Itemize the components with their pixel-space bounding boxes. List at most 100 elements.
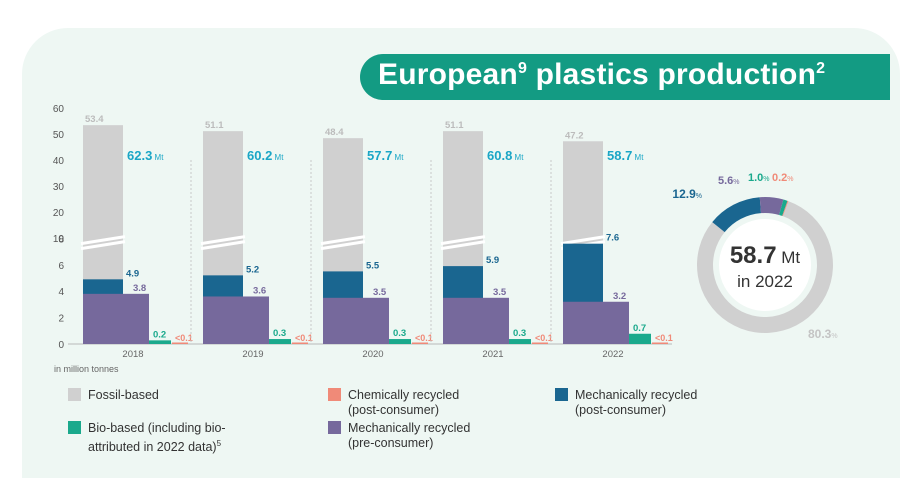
label-mech-pre-2022: 3.2 (613, 291, 626, 302)
label-mech-post-2019: 5.2 (246, 264, 259, 275)
label-bio-2022: 0.7 (633, 323, 646, 334)
label-fossil-2018: 53.4 (85, 114, 104, 125)
total-label-2020: 57.7 Mt (367, 148, 404, 163)
y-tick-label: 0 (58, 340, 64, 351)
legend-bio-line2: attributed in 2022 data) (88, 440, 217, 455)
donut-label-value: 12.9 (672, 187, 696, 201)
legend-label-fossil: Fossil-based (88, 388, 159, 402)
legend-mech-post-line2: (post-consumer) (575, 403, 666, 417)
bar-mech-pre-2018 (83, 293, 149, 344)
title-rest: plastics production (527, 58, 817, 91)
total-value: 60.2 (247, 148, 272, 163)
y-tick-label: 2 (58, 314, 64, 325)
bar-mech-pre-2022 (563, 301, 629, 344)
title-footnote-1: 9 (517, 60, 528, 77)
donut-label-unit: % (763, 176, 769, 183)
legend-label-bio: Bio-based (including bio-attributed in 2… (88, 421, 226, 455)
total-unit: Mt (632, 153, 644, 162)
label-bio-2019: 0.3 (273, 328, 286, 339)
legend-swatch-bio (68, 421, 81, 434)
legend-mech-pre-line2: (pre-consumer) (348, 436, 434, 450)
donut-label-mech_pre: 5.6% (718, 175, 740, 187)
bar-mech-pre-2020 (323, 297, 389, 344)
label-mech-post-2020: 5.5 (366, 260, 380, 271)
donut-label-value: 0.2 (772, 172, 787, 184)
label-bio-2018: 0.2 (153, 329, 166, 340)
legend-swatch-chem (328, 388, 341, 401)
bar-bio-2021 (509, 339, 531, 344)
bar-bio-2019 (269, 339, 291, 344)
x-tick-label-2020: 2020 (362, 349, 383, 360)
legend-swatch-mech-pre (328, 421, 341, 434)
label-mech-pre-2019: 3.6 (253, 285, 266, 296)
total-unit: Mt (152, 153, 164, 162)
total-value: 62.3 (127, 148, 152, 163)
label-fossil-2019: 51.1 (205, 120, 224, 131)
label-mech-pre-2018: 3.8 (133, 283, 146, 294)
legend-mech-pre-line1: Mechanically recycled (348, 421, 471, 435)
y-tick-label: 6 (58, 261, 64, 272)
legend-label-mech-post: Mechanically recycled (post-consumer) (575, 388, 697, 418)
legend-label-chem: Chemically recycled (post-consumer) (348, 388, 459, 418)
total-label-2019: 60.2 Mt (247, 148, 284, 163)
donut-label-unit: % (831, 333, 837, 340)
legend-swatch-mech-post (555, 388, 568, 401)
axis-unit-label: in million tonnes (54, 364, 119, 374)
donut-label-value: 5.6 (718, 175, 733, 187)
title-footnote-2: 2 (816, 60, 826, 77)
y-tick-label: 50 (53, 130, 65, 141)
bar-chem-2020 (412, 342, 428, 344)
legend-bio-footnote: 5 (216, 439, 222, 448)
label-mech-pre-2021: 3.5 (493, 287, 507, 298)
donut-label-bio: 1.0% (748, 172, 770, 184)
x-tick-label-2019: 2019 (242, 349, 263, 360)
donut-label-unit: % (787, 176, 793, 183)
donut-center (719, 219, 811, 311)
label-chem-2021: <0.1 (535, 333, 553, 343)
total-value: 57.7 (367, 148, 392, 163)
label-mech-pre-2020: 3.5 (373, 287, 387, 298)
donut-label-mech_post: 12.9% (672, 187, 702, 201)
label-bio-2020: 0.3 (393, 328, 406, 339)
axis-break-mark (320, 235, 366, 251)
label-fossil-2022: 47.2 (565, 130, 584, 141)
donut-center-number: 58.7 (730, 242, 777, 269)
x-tick-label-2021: 2021 (482, 349, 503, 360)
label-chem-2022: <0.1 (655, 333, 673, 343)
label-mech-post-2018: 4.9 (126, 268, 139, 279)
y-tick-label: 40 (53, 156, 65, 167)
chart-title: European9 plastics production2 (378, 58, 825, 92)
legend-label-mech-pre: Mechanically recycled (pre-consumer) (348, 421, 470, 451)
label-chem-2018: <0.1 (175, 333, 193, 343)
donut-slice-chem (782, 200, 789, 217)
donut-label-value: 80.3 (808, 327, 832, 341)
total-value: 60.8 (487, 148, 512, 163)
legend-chem-line1: Chemically recycled (348, 388, 460, 402)
x-tick-label-2018: 2018 (122, 349, 143, 360)
bar-chem-2022 (652, 342, 668, 344)
total-label-2021: 60.8 Mt (487, 148, 524, 163)
x-tick-label-2022: 2022 (602, 349, 623, 360)
donut-center-value: 58.7 Mt (730, 242, 801, 269)
y-tick-label: 8 (58, 234, 64, 245)
bar-chem-2019 (292, 342, 308, 344)
label-mech-post-2022: 7.6 (606, 233, 619, 244)
legend-mech-post-line1: Mechanically recycled (575, 388, 698, 402)
bar-bio-2020 (389, 339, 411, 344)
legend-chem-line2: (post-consumer) (348, 403, 439, 417)
donut-label-fossil: 80.3% (808, 327, 838, 341)
axis-break-mark (80, 235, 126, 251)
donut-slice-mech_pre (759, 197, 784, 215)
donut-label-chem: 0.2% (772, 172, 794, 184)
bar-chem-2021 (532, 342, 548, 344)
donut-slice-bio (779, 199, 788, 216)
total-unit: Mt (512, 153, 524, 162)
y-tick-label: 4 (58, 287, 64, 298)
bar-mech-pre-2021 (443, 297, 509, 344)
donut-center-caption: in 2022 (737, 272, 793, 291)
title-banner (360, 54, 890, 100)
donut-slice-mech_post (712, 197, 761, 233)
title-main: European (378, 58, 518, 91)
y-tick-label: 60 (53, 104, 65, 115)
